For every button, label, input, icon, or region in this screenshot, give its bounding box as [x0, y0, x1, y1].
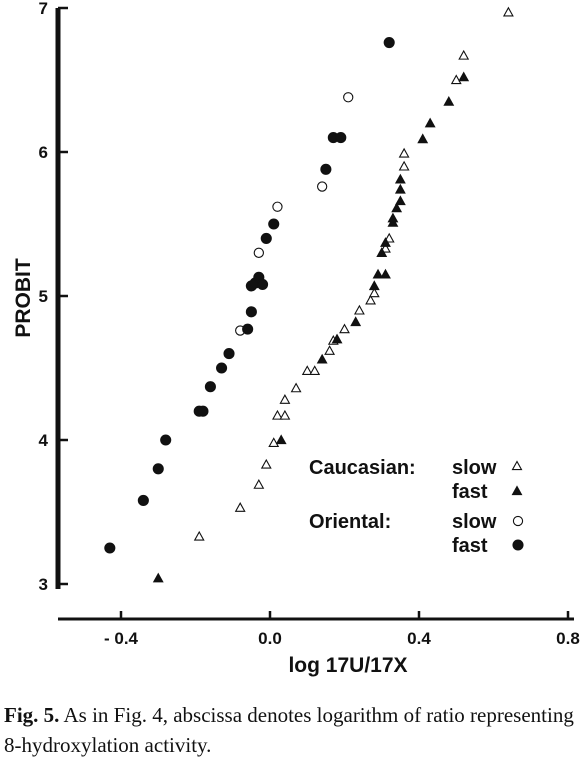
caucasian-fast-point [394, 183, 406, 194]
caucasian-slow-point [398, 160, 410, 171]
caucasian-slow-point [398, 147, 410, 158]
caucasian-slow-point [324, 345, 336, 355]
caucasian-fast-point [376, 247, 388, 257]
x-tick-label: 0.8 [556, 629, 580, 648]
x-axis-title: log 17U/17X [288, 654, 407, 677]
oriental-fast-point [383, 37, 395, 49]
oriental-fast-point [104, 542, 116, 554]
legend-marker-oriental-fast [512, 539, 524, 551]
caucasian-slow-point [368, 287, 380, 298]
caucasian-fast-point [391, 202, 403, 213]
caucasian-slow-point [253, 479, 265, 489]
caucasian-slow-point [290, 382, 302, 393]
caption-text: As in Fig. 4, abscissa denotes logarithm… [4, 703, 574, 757]
data-points [104, 6, 514, 583]
y-tick-label: 6 [39, 143, 48, 162]
caucasian-fast-point [316, 353, 328, 364]
y-axis-ticks: 3 4 5 6 7 [39, 0, 68, 594]
legend: Caucasian: slow fast Oriental: slow fast [309, 457, 524, 557]
caucasian-slow-point [450, 74, 462, 85]
oriental-fast-point [204, 381, 216, 393]
oriental-slow-point [316, 181, 328, 192]
caucasian-slow-point [353, 304, 365, 315]
figure-caption: Fig. 5. As in Fig. 4, abscissa denotes l… [4, 700, 584, 760]
oriental-fast-point [260, 232, 272, 244]
legend-group-caucasian: Caucasian: [309, 457, 416, 479]
x-tick-label: - 0.4 [104, 629, 139, 648]
legend-label-caucasian-slow: slow [452, 457, 497, 479]
caucasian-slow-point [279, 409, 291, 420]
caucasian-slow-point [301, 365, 313, 376]
oriental-slow-point [272, 201, 283, 212]
caucasian-fast-point [458, 71, 470, 82]
oriental-slow-point [343, 92, 354, 103]
caucasian-fast-point [350, 316, 362, 327]
caucasian-fast-point [380, 237, 391, 247]
caucasian-slow-point [502, 6, 514, 17]
caucasian-slow-point [234, 502, 246, 512]
x-tick-label: 0.0 [258, 629, 282, 648]
caucasian-fast-point [368, 280, 380, 291]
caucasian-slow-point [260, 458, 272, 469]
caucasian-fast-point [152, 572, 164, 583]
caucasian-fast-point [443, 95, 455, 106]
oriental-fast-point [197, 405, 209, 417]
caucasian-fast-point [387, 212, 399, 223]
caption-label: Fig. 5. [4, 703, 60, 727]
caucasian-fast-point [380, 268, 391, 279]
legend-group-oriental: Oriental: [309, 511, 391, 533]
legend-label-oriental-slow: slow [452, 511, 497, 533]
caucasian-slow-point [272, 409, 283, 420]
legend-marker-oriental-slow [512, 515, 524, 527]
caucasian-slow-point [279, 394, 291, 404]
legend-label-caucasian-fast: fast [452, 481, 488, 503]
y-tick-label: 3 [39, 575, 48, 594]
oriental-fast-point [256, 278, 269, 291]
y-tick-label: 7 [39, 0, 48, 18]
oriental-fast-point [137, 494, 149, 507]
caucasian-fast-point [417, 133, 429, 144]
caucasian-fast-point [331, 333, 343, 344]
caucasian-fast-point [424, 117, 436, 128]
oriental-fast-point [268, 218, 280, 230]
x-axis-ticks: - 0.4 0.0 0.4 0.8 [104, 611, 580, 648]
caucasian-fast-point [275, 434, 287, 445]
oriental-fast-point [320, 163, 332, 175]
oriental-fast-point [152, 463, 164, 475]
oriental-fast-point [216, 362, 228, 374]
caucasian-fast-point [394, 195, 406, 206]
caucasian-fast-point [394, 173, 406, 184]
oriental-slow-point [253, 247, 264, 258]
y-axis-title: PROBIT [12, 258, 35, 338]
x-tick-label: 0.4 [407, 629, 431, 648]
caucasian-slow-point [268, 437, 280, 448]
legend-marker-caucasian-slow [511, 460, 523, 471]
oriental-fast-point [245, 306, 257, 318]
oriental-fast-point [223, 348, 235, 360]
caucasian-slow-point [458, 49, 470, 60]
oriental-fast-point [242, 323, 254, 335]
caucasian-slow-point [365, 294, 377, 305]
legend-markers [511, 460, 524, 551]
y-tick-label: 4 [39, 431, 49, 450]
caucasian-slow-point [193, 530, 205, 541]
oriental-fast-point [160, 434, 172, 446]
caucasian-slow-point [309, 365, 321, 376]
oriental-fast-point [335, 132, 347, 144]
caucasian-fast-point [372, 268, 384, 279]
caucasian-slow-point [339, 323, 350, 334]
legend-marker-caucasian-fast [511, 485, 523, 496]
legend-label-oriental-fast: fast [452, 535, 488, 557]
y-tick-label: 5 [39, 287, 48, 306]
